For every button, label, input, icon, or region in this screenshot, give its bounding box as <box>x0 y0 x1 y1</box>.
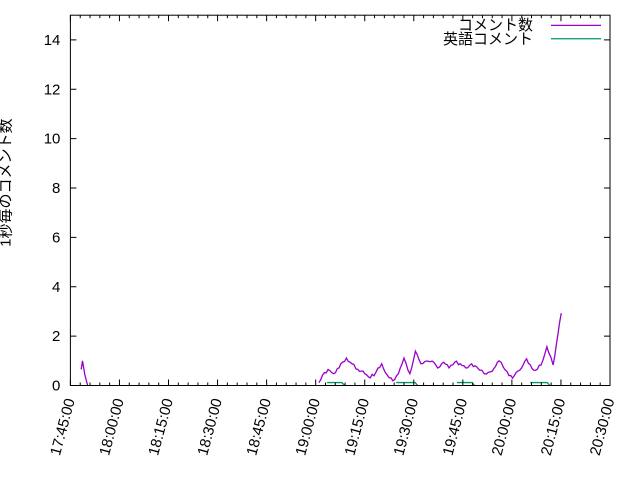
svg-text:2: 2 <box>52 328 60 345</box>
svg-text:20:30:00: 20:30:00 <box>587 397 619 458</box>
svg-text:18:00:00: 18:00:00 <box>96 397 128 458</box>
svg-text:4: 4 <box>52 279 60 296</box>
svg-text:8: 8 <box>52 180 60 197</box>
svg-text:1秒毎のコメント数: 1秒毎のコメント数 <box>0 119 15 247</box>
svg-text:20:15:00: 20:15:00 <box>538 397 570 458</box>
svg-text:18:15:00: 18:15:00 <box>145 397 177 458</box>
svg-text:19:30:00: 19:30:00 <box>391 397 423 458</box>
svg-text:18:45:00: 18:45:00 <box>243 397 275 458</box>
svg-text:17:45:00: 17:45:00 <box>47 397 79 458</box>
svg-text:6: 6 <box>52 229 60 246</box>
svg-text:12: 12 <box>44 81 61 98</box>
svg-text:19:45:00: 19:45:00 <box>440 397 472 458</box>
svg-text:18:30:00: 18:30:00 <box>194 397 226 458</box>
svg-text:20:00:00: 20:00:00 <box>489 397 521 458</box>
svg-text:14: 14 <box>44 32 61 49</box>
svg-text:19:00:00: 19:00:00 <box>293 397 325 458</box>
svg-text:19:15:00: 19:15:00 <box>342 397 374 458</box>
svg-text:10: 10 <box>44 131 61 148</box>
svg-text:0: 0 <box>52 378 60 395</box>
svg-text:英語コメント: 英語コメント <box>443 30 533 48</box>
